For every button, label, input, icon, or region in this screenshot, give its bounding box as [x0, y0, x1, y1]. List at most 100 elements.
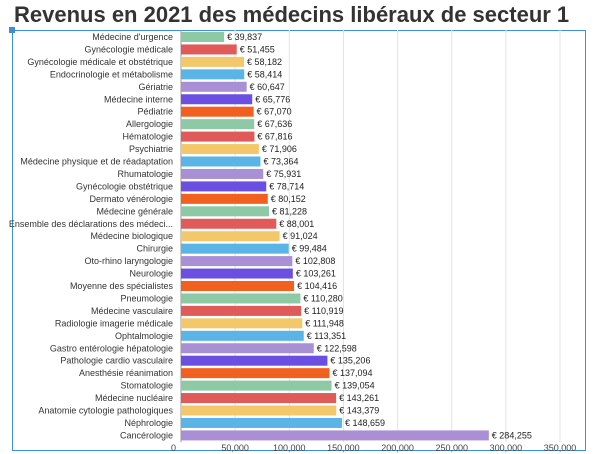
bar	[181, 193, 268, 204]
category-label: Allergologie	[126, 119, 173, 129]
value-label: € 143,261	[339, 393, 379, 403]
category-label: Chirurgie	[136, 244, 173, 254]
bar	[181, 119, 255, 130]
bar	[181, 268, 293, 279]
bar	[181, 56, 245, 67]
value-label: € 58,182	[247, 57, 282, 67]
chart-frame	[12, 30, 586, 451]
value-label: € 104,416	[297, 281, 337, 291]
category-label: Radiologie imagerie médicale	[55, 318, 173, 328]
value-label: € 67,636	[257, 119, 292, 129]
category-label: Endocrinologie et métabolisme	[50, 69, 173, 79]
x-tick-label: 250,000	[435, 443, 468, 453]
category-label: Gastro entérologie hépatologie	[50, 343, 173, 353]
category-label: Pneumologie	[120, 293, 173, 303]
category-label: Pathologie cardio vasculaire	[60, 356, 173, 366]
bar	[181, 380, 332, 391]
bar	[181, 393, 337, 404]
bar	[181, 281, 295, 291]
bar	[181, 156, 261, 167]
category-label: Médecine physique et de réadaptation	[20, 157, 173, 167]
bar	[181, 81, 247, 92]
value-label: € 80,152	[271, 194, 306, 204]
bar	[181, 243, 289, 254]
value-label: € 113,351	[307, 331, 346, 341]
bar	[181, 318, 303, 329]
value-label: € 99,484	[292, 244, 327, 254]
bar	[181, 168, 264, 179]
category-label: Médecine vasculaire	[91, 306, 173, 316]
category-label: Pédiatrie	[137, 107, 173, 117]
value-label: € 137,094	[332, 368, 372, 378]
category-label: Oto-rhino laryngologie	[84, 256, 173, 266]
category-label: Gynécologie obstétrique	[76, 181, 173, 191]
x-tick-label: 150,000	[327, 443, 360, 453]
x-tick-label: 200,000	[381, 443, 414, 453]
bar	[181, 131, 255, 142]
bar	[181, 405, 337, 416]
value-label: € 122,598	[317, 343, 357, 353]
bar	[181, 206, 269, 217]
bar	[181, 44, 237, 55]
chart-title: Revenus en 2021 des médecins libéraux de…	[14, 2, 570, 27]
category-label: Cancérologie	[120, 430, 173, 440]
x-tick-label: 0	[171, 443, 176, 453]
category-label: Anesthésie réanimation	[79, 368, 173, 378]
category-label: Moyenne des spécialistes	[70, 281, 174, 291]
category-label: Médecine interne	[104, 94, 173, 104]
value-label: € 110,280	[303, 293, 342, 303]
value-label: € 110,919	[304, 306, 343, 316]
value-label: € 67,070	[257, 107, 292, 117]
category-label: Dermato vénérologie	[89, 194, 173, 204]
bar	[181, 32, 225, 42]
bar	[181, 417, 342, 428]
value-label: € 135,206	[330, 356, 370, 366]
category-label: Gériatrie	[138, 82, 173, 92]
bar	[181, 256, 293, 267]
bar	[181, 144, 259, 155]
category-label: Médecine biologique	[90, 231, 173, 241]
value-label: € 148,659	[345, 418, 385, 428]
value-label: € 75,931	[266, 169, 301, 179]
category-label: Néphrologie	[124, 418, 173, 428]
category-label: Médecine nucléaire	[95, 393, 173, 403]
category-label: Neurologie	[129, 269, 173, 279]
category-label: Gynécologie médicale et obstétrique	[27, 57, 173, 67]
x-tick-label: 50,000	[221, 443, 249, 453]
value-label: € 102,808	[295, 256, 335, 266]
value-label: € 81,228	[272, 206, 307, 216]
bar	[181, 94, 253, 105]
bar	[181, 181, 267, 192]
bar	[181, 430, 489, 441]
category-label: Ophtalmologie	[115, 331, 173, 341]
category-label: Hématologie	[122, 132, 173, 142]
value-label: € 103,261	[296, 269, 336, 279]
value-label: € 51,455	[240, 44, 275, 54]
category-label: Médecine d'urgence	[92, 32, 173, 42]
bar	[181, 69, 245, 80]
value-label: € 88,001	[279, 219, 314, 229]
category-label: Psychiatrie	[129, 144, 173, 154]
bar	[181, 293, 301, 304]
value-label: € 73,364	[263, 157, 298, 167]
value-label: € 78,714	[269, 181, 304, 191]
value-label: € 143,379	[339, 406, 379, 416]
x-tick-label: 300,000	[490, 443, 523, 453]
category-label: Ensemble des déclarations des médeci...	[9, 219, 173, 229]
category-label: Rhumatologie	[117, 169, 173, 179]
bar	[181, 343, 314, 354]
x-tick-label: 100,000	[273, 443, 306, 453]
selection-handle[interactable]	[9, 27, 15, 33]
value-label: € 139,054	[335, 381, 375, 391]
value-label: € 111,948	[305, 318, 344, 328]
value-label: € 71,906	[262, 144, 297, 154]
bar	[181, 330, 304, 341]
x-tick-label: 350,000	[544, 443, 577, 453]
value-label: € 284,255	[492, 430, 532, 440]
bar	[181, 368, 330, 379]
category-label: Gynécologie médicale	[84, 44, 173, 54]
bar	[181, 355, 328, 366]
category-label: Anatomie cytologie pathologiques	[38, 406, 173, 416]
bar	[181, 305, 302, 316]
